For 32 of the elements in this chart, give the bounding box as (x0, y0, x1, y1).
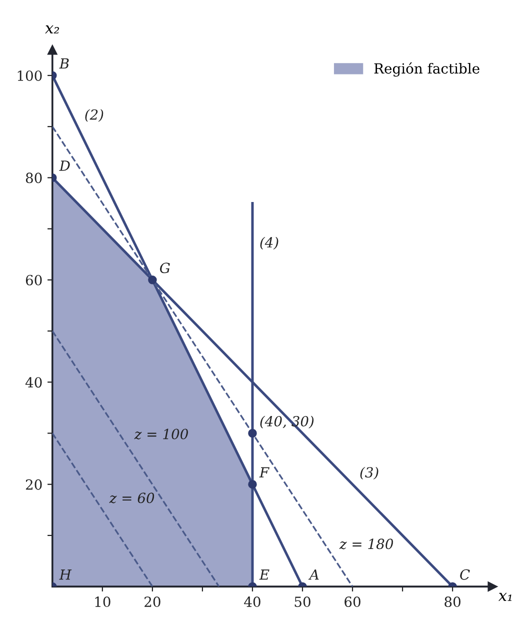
annotation: C (460, 569, 470, 580)
x-tick-label: 40 (244, 596, 260, 608)
annotation: D (59, 160, 70, 171)
annotation: A (308, 569, 319, 580)
annotation: z = 60 (109, 492, 154, 504)
x-tick-label: 50 (294, 596, 310, 608)
annotation: (4) (260, 236, 278, 250)
x-tick-label: 10 (95, 596, 110, 608)
y-tick-label: 20 (26, 479, 42, 490)
y-axis-title: x₂ (45, 25, 60, 34)
x-tick-label: 20 (144, 596, 160, 608)
annotation: z = 100 (134, 428, 188, 440)
annotation: (3) (360, 466, 378, 480)
point (248, 428, 257, 438)
x-tick-label: 60 (344, 596, 360, 608)
annotation: E (259, 569, 270, 580)
annotation: B (59, 58, 69, 69)
point (148, 276, 157, 284)
annotation: z = 180 (339, 538, 394, 550)
annotation: F (259, 467, 270, 478)
legend-label: Región factible (374, 62, 480, 77)
annotation: (40, 30) (260, 416, 314, 428)
annotation: G (160, 262, 170, 274)
annotation: H (59, 569, 72, 580)
x-axis-title: x₁ (498, 592, 512, 601)
y-tick-label: 40 (25, 377, 42, 388)
y-tick-label: 60 (26, 274, 42, 286)
point (248, 480, 257, 489)
x-tick-label: 80 (444, 596, 460, 608)
y-tick-label: 80 (26, 172, 42, 184)
annotation: (2) (85, 109, 104, 122)
y-tick-label: 100 (18, 70, 42, 81)
